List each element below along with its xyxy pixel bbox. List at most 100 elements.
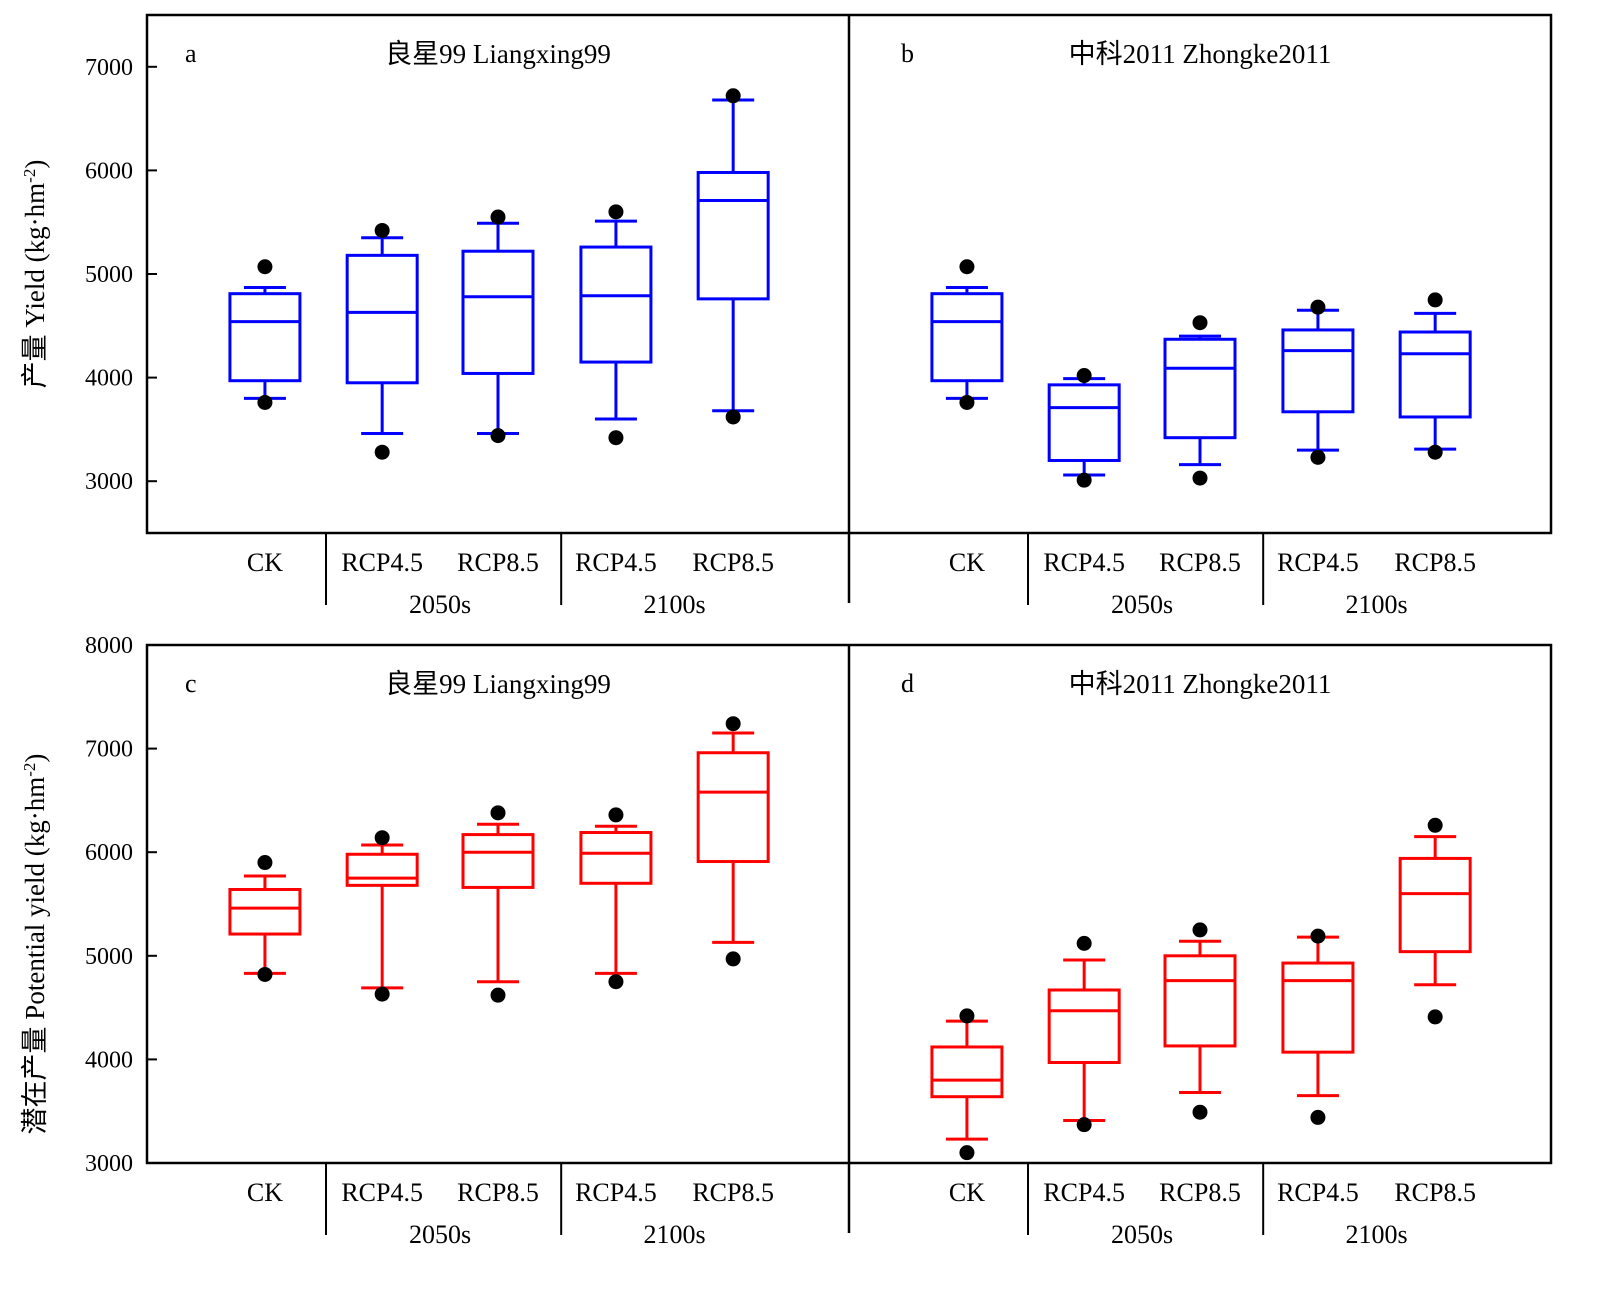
outlier-point [608,807,624,823]
x-category-label: CK [949,548,985,577]
box-4 [579,204,653,446]
iqr-box [1398,330,1472,419]
outlier-point [1427,1009,1443,1025]
iqr-box [1047,988,1121,1065]
box-3 [1163,315,1237,486]
outlier-point [490,428,506,444]
x-category-label: RCP8.5 [1159,1178,1241,1207]
x-group-label: 2050s [1111,1220,1173,1249]
outlier-point [1192,922,1208,938]
box-4 [1281,299,1355,465]
x-category-label: RCP8.5 [457,1178,539,1207]
y-tick-label: 4000 [85,1047,133,1073]
panel-title: 中科2011 Zhongke2011 [1069,669,1332,699]
box-1 [228,259,302,410]
y-tick-label: 5000 [85,262,133,288]
panel-title: 良星99 Liangxing99 [385,669,611,699]
outlier-point [1192,315,1208,331]
outlier-point [1427,444,1443,460]
outlier-point [725,409,741,425]
x-group-label: 2050s [409,1220,471,1249]
x-category-label: RCP8.5 [692,548,774,577]
outlier-point [490,209,506,225]
box-4 [1281,928,1355,1125]
x-category-label: CK [247,548,283,577]
iqr-box [696,751,770,864]
panel-letter: c [185,669,197,698]
y-tick-label: 3000 [85,1151,133,1177]
y-tick-label: 5000 [85,944,133,970]
x-category-label: RCP8.5 [1394,1178,1476,1207]
outlier-point [374,830,390,846]
box-2 [345,222,419,460]
outlier-point [1427,817,1443,833]
panel-b: b 中科2011 Zhongke2011 CK RCP4.5 RCP8.5 RCP4.5 R… [901,39,1476,619]
x-category-label: RCP4.5 [1043,1178,1125,1207]
x-category-label: RCP8.5 [457,548,539,577]
x-category-label: RCP4.5 [575,548,657,577]
outlier-point [1076,472,1092,488]
box-3 [461,805,535,1003]
panel-title: 良星99 Liangxing99 [385,39,611,69]
x-group-label: 2100s [643,1220,705,1249]
box-1 [930,259,1004,410]
outlier-point [1076,935,1092,951]
x-group-label: 2100s [1345,590,1407,619]
box-5 [696,88,770,425]
y-axis-label: 产量 Yield (kg·hm-2) [20,160,51,389]
box-4 [579,807,653,990]
panel-letter: d [901,669,914,698]
iqr-box [228,887,302,936]
iqr-box [1047,383,1121,462]
outlier-point [608,430,624,446]
outlier-point [374,986,390,1002]
outlier-point [257,394,273,410]
iqr-box [579,831,653,885]
box-5 [696,716,770,967]
iqr-box [461,249,535,375]
x-group-label: 2100s [1345,1220,1407,1249]
box-3 [461,209,535,444]
outlier-point [608,204,624,220]
box-5 [1398,817,1472,1025]
y-tick-label: 6000 [85,840,133,866]
iqr-box [1281,328,1355,414]
outlier-point [374,444,390,460]
x-category-label: RCP4.5 [575,1178,657,1207]
x-group-label: 2050s [1111,590,1173,619]
x-category-label: RCP4.5 [1277,1178,1359,1207]
box-2 [1047,935,1121,1133]
iqr-box [1398,856,1472,954]
x-category-label: RCP4.5 [341,1178,423,1207]
y-tick-label: 4000 [85,366,133,392]
panel-d: d 中科2011 Zhongke2011 CK RCP4.5 RCP8.5 RCP4.5 R… [901,669,1476,1249]
outlier-point [725,951,741,967]
box-1 [228,855,302,982]
y-axis-label: 潜在产量 Potential yield (kg·hm-2) [20,754,51,1135]
outlier-point [257,855,273,871]
y-tick-label: 8000 [85,633,133,659]
box-2 [345,830,419,1002]
outlier-point [725,88,741,104]
box-3 [1163,922,1237,1120]
outlier-point [1310,1109,1326,1125]
y-tick-label: 6000 [85,158,133,184]
iqr-box [930,1045,1004,1099]
outlier-point [257,966,273,982]
outlier-point [959,259,975,275]
x-category-label: CK [247,1178,283,1207]
panel-c: c 良星99 Liangxing99 3000 4000 5000 6000 7000 800… [20,633,774,1249]
outlier-point [1192,470,1208,486]
panel-a: a 良星99 Liangxing99 3000 4000 5000 6000 7000 产量 … [20,39,774,619]
panel-letter: a [185,39,197,68]
x-category-label: RCP4.5 [1043,548,1125,577]
outlier-point [608,974,624,990]
outlier-point [959,394,975,410]
iqr-box [1163,954,1237,1048]
x-category-label: CK [949,1178,985,1207]
x-category-label: RCP8.5 [692,1178,774,1207]
outlier-point [1310,928,1326,944]
y-tick-label: 7000 [85,737,133,763]
outlier-point [257,259,273,275]
box-2 [1047,368,1121,488]
